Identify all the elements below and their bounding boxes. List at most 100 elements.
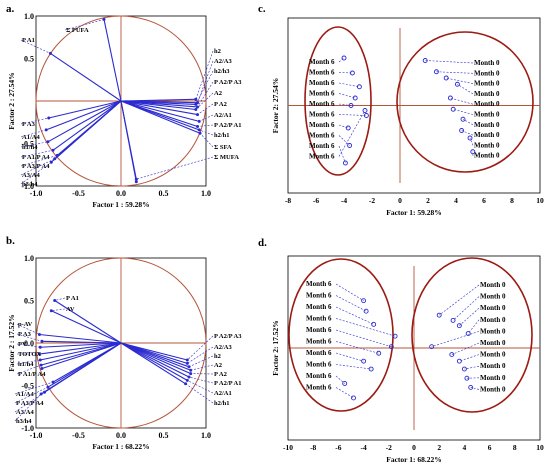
panel-2-xtick-6: 4 (454, 196, 458, 205)
panel-2-point-leader-0-3 (338, 93, 356, 99)
panel-1-vector-tip-6 (38, 358, 42, 362)
panel-1-xlabel: Factor 1 : 68.22% (92, 442, 149, 451)
panel-3-xtick-5: 0 (412, 443, 416, 452)
panel-0-var-label-5: P A2/P A3 (214, 79, 242, 86)
panel-1-var-label-6: h1/h4 (18, 361, 34, 368)
panel-3-point-label-0-6: Month 6 (306, 349, 332, 357)
panel-2-point-label-1-6: Month 0 (474, 121, 500, 129)
panel-3-point-leader-0-0 (335, 283, 364, 301)
panel-3-group-ellipse-1 (411, 257, 533, 413)
panel-3-point-1-0 (436, 312, 442, 318)
panel-2-xtick-2: -4 (341, 196, 347, 205)
panel-1-vector-20 (120, 342, 186, 385)
panel-1-leader-7 (16, 364, 42, 375)
panel-3-point-0-3 (392, 333, 398, 339)
panel-1-vector-17 (120, 342, 191, 375)
panel-1-var-label-9: P A3/P A4 (16, 400, 44, 407)
panel-1-vector-5 (39, 342, 122, 355)
panel-2-point-leader-0-6 (338, 124, 349, 129)
panel-2-point-label-0-3: Month 6 (309, 90, 335, 98)
panel-0-var-label-4: h2/h3 (214, 68, 230, 75)
panel-0-letter: a. (6, 3, 15, 15)
panel-0-var-label-18: A3/A4 (22, 172, 40, 179)
panel-2-point-label-1-9: Month 0 (474, 152, 500, 160)
panel-2-point-0-2 (356, 84, 362, 90)
panel-3-point-label-0-9: Month 6 (306, 384, 332, 392)
panel-1-var-label-10: A3/A4 (16, 409, 34, 416)
panel-2-xtick-0: -8 (285, 196, 291, 205)
panel-1-var-label-5: TOTOX (18, 351, 42, 358)
panel-3-xtick-0: -10 (283, 443, 293, 452)
panel-0-leader-12 (136, 156, 214, 180)
panel-3-point-label-1-3: Month 0 (480, 316, 506, 324)
panel-3-point-1-5 (449, 352, 455, 358)
panel-0-vector-0 (103, 19, 122, 102)
panel-0-vector-11 (120, 100, 201, 134)
panel-3-point-1-6 (456, 358, 462, 364)
panel-2-group-ellipse-0 (304, 26, 372, 176)
panel-1-ytick-1: 0.5 (24, 297, 34, 306)
panel-3-point-0-4 (388, 344, 394, 350)
panel-3-point-0-2 (371, 321, 377, 327)
panel-3-point-0-1 (363, 308, 369, 314)
panel-3-point-1-3 (465, 331, 471, 336)
panel-2-point-label-1-0: Month 0 (474, 59, 500, 67)
panel-0-xtick-1: -0.5 (72, 189, 85, 198)
panel-3-point-1-8 (464, 375, 470, 381)
panel-0-xtick-4: 1.0 (201, 189, 211, 198)
panel-2-point-label-0-1: Month 6 (309, 69, 335, 77)
panel-1-var-label-17: P A2/P A1 (214, 380, 241, 387)
panel-0-ytick-2: -0.5 (21, 140, 34, 149)
panel-2-point-label-0-2: Month 6 (309, 79, 335, 87)
panel-3-point-1-2 (456, 323, 462, 329)
panel-0-var-label-14: A1/A4 (22, 134, 40, 141)
panel-1-vector-0 (54, 300, 122, 344)
panel-2-point-1-5 (450, 106, 456, 112)
panel-3-letter: d. (258, 237, 267, 249)
panel-1-leader-13 (187, 346, 214, 364)
panel-3-point-0-5 (376, 350, 382, 356)
panel-0-leader-3 (197, 60, 214, 103)
panel-2-point-leader-0-7 (338, 135, 350, 146)
panel-0-leader-15 (20, 141, 48, 148)
panel-2-letter: c. (258, 3, 266, 15)
panel-2-point-1-2 (443, 75, 449, 81)
panel-2-point-leader-1-1 (436, 71, 474, 74)
panel-2-point-label-0-7: Month 6 (309, 132, 335, 140)
panel-3-point-leader-0-4 (335, 329, 392, 347)
panel-2-point-leader-1-5 (453, 108, 474, 115)
panel-1-leader-18 (187, 380, 214, 394)
panel-3-point-label-0-2: Month 6 (306, 303, 332, 311)
panel-0-vector-tip-4 (194, 102, 198, 106)
panel-1-var-label-14: h2 (214, 353, 221, 360)
panel-1-var-label-13: A2/A3 (214, 344, 232, 351)
panel-1-leader-3 (16, 333, 43, 342)
panel-2-ylabel: Factor 2: 27.54% (271, 78, 280, 133)
panel-1-vector-7 (40, 342, 122, 366)
panel-3-point-leader-1-4 (431, 331, 480, 347)
panel-1-ytick-0: 1.0 (24, 254, 34, 263)
panel-1-vector-4 (40, 342, 122, 348)
panel-1-xtick-2: 0.0 (116, 431, 126, 440)
panel-2-point-label-0-6: Month 6 (309, 121, 335, 129)
panel-3-ylabel: Factor 2: 17.52% (271, 320, 280, 375)
panel-0-leader-16 (20, 150, 54, 158)
panel-2-point-0-8 (342, 160, 348, 166)
panel-0-vector-14 (48, 100, 122, 119)
panel-3-point-label-1-2: Month 0 (480, 304, 506, 312)
panel-0-ylabel: Factor 2 : 27.54% (7, 72, 16, 129)
panel-3-point-label-0-8: Month 6 (306, 372, 332, 380)
panel-3-group-ellipse-0 (288, 258, 394, 412)
panel-1-vector-12 (40, 342, 122, 395)
panel-3-point-leader-0-9 (335, 387, 354, 399)
panel-3-point-leader-0-5 (335, 341, 379, 354)
panel-2-xtick-8: 8 (510, 196, 514, 205)
panel-2-xtick-9: 10 (536, 196, 544, 205)
panel-1-vector-tip-8 (40, 367, 44, 370)
panel-1-vector-18 (120, 342, 190, 378)
panel-2-point-0-6 (345, 125, 351, 131)
panel-0-xtick-3: 0.5 (159, 189, 169, 198)
panel-0-var-label-12: Σ MUFA (214, 154, 239, 161)
panel-0-xtick-0: -1.0 (30, 189, 43, 198)
panel-3-point-label-0-0: Month 6 (306, 280, 332, 288)
